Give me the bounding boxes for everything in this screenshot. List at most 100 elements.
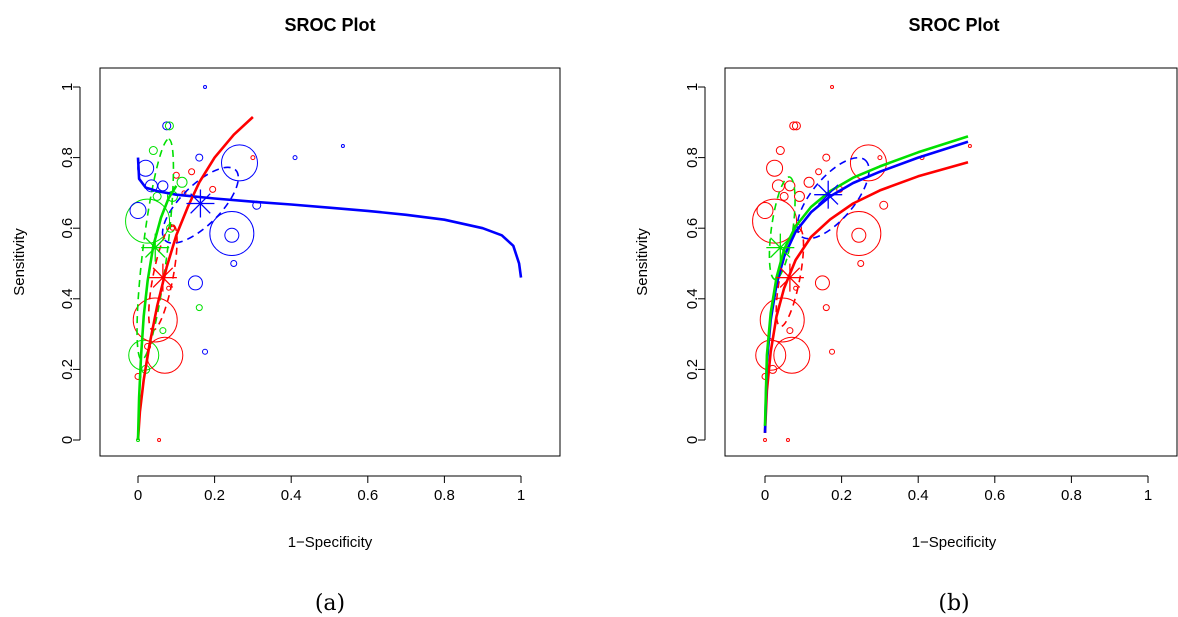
study-point: [159, 327, 167, 335]
summary-point: [766, 233, 795, 262]
panel-b-sroc-curves: [763, 135, 969, 433]
study-point: [129, 202, 147, 220]
study-point: [176, 176, 188, 188]
study-point: [230, 260, 238, 267]
study-point: [803, 176, 815, 188]
study-point: [169, 225, 175, 231]
study-point: [785, 438, 790, 442]
study-point: [967, 143, 972, 148]
study-point: [752, 198, 798, 244]
study-point: [292, 155, 298, 161]
study-point: [250, 155, 256, 161]
panel-a-y-axis-label: Sensitivity: [11, 228, 28, 296]
x-tick-label: 0.2: [204, 487, 225, 504]
study-point: [779, 191, 789, 201]
y-tick-label: 0.8: [59, 147, 76, 168]
summary-point: [814, 180, 843, 209]
panel-b-x-axis-label: 1−Specificity: [912, 534, 997, 551]
x-tick-label: 1: [517, 487, 525, 504]
study-point: [836, 210, 882, 256]
study-point: [209, 210, 255, 256]
study-point: [220, 144, 258, 182]
study-point: [148, 146, 158, 156]
panel-b-plot-box: [724, 67, 1178, 457]
y-tick-label: 0.2: [684, 359, 701, 380]
study-point: [157, 180, 169, 192]
panel-a-summary-points: [141, 189, 215, 292]
y-tick-label: 0.4: [684, 288, 701, 309]
study-point: [755, 339, 787, 371]
study-point: [157, 438, 162, 442]
x-tick-label: 0.4: [908, 487, 929, 504]
sroc-curve: [763, 140, 969, 433]
study-point: [775, 146, 785, 156]
panel-b-x-axis: 0 0.2 0.4 0.6 0.8 1: [761, 475, 1152, 504]
y-tick-label: 0.6: [684, 218, 701, 239]
study-point: [879, 200, 889, 210]
confidence-ellipse: [161, 166, 240, 244]
study-point: [784, 180, 796, 192]
x-tick-label: 1: [1144, 487, 1152, 504]
study-point: [132, 297, 178, 343]
x-tick-label: 0.4: [281, 487, 302, 504]
panel-b-y-axis: 0 0.2 0.4 0.6 0.8 1: [684, 83, 706, 444]
study-point: [195, 153, 204, 162]
study-point: [815, 168, 823, 176]
study-point: [340, 143, 345, 148]
study-point: [162, 121, 172, 131]
study-point: [829, 348, 836, 355]
study-point: [766, 159, 784, 177]
sroc-curve: [136, 157, 523, 278]
panel-a-study-points: [125, 85, 345, 442]
study-point: [851, 227, 867, 243]
x-tick-label: 0.2: [831, 487, 852, 504]
panel-a-sroc-curves: [136, 116, 523, 441]
y-tick-label: 0.8: [684, 147, 701, 168]
panel-b: SROC Plot 0 0.2 0.4 0.6 0.8 1 00.20.40.60.81 …: [634, 15, 1178, 616]
study-point: [814, 275, 830, 291]
panel-a-title: SROC Plot: [284, 15, 375, 35]
study-point: [763, 438, 767, 442]
study-point: [822, 304, 830, 312]
y-tick-label: 0: [684, 436, 701, 444]
y-tick-label: 0.2: [59, 359, 76, 380]
panel-a-plot-box: [99, 67, 561, 457]
panel-a-caption: (a): [315, 591, 345, 616]
study-point: [128, 339, 160, 371]
sroc-curve: [763, 160, 969, 433]
study-point: [202, 348, 209, 355]
x-tick-label: 0.6: [357, 487, 378, 504]
panel-b-y-axis-label: Sensitivity: [634, 228, 651, 296]
study-point: [224, 227, 240, 243]
study-point: [146, 336, 184, 374]
sroc-curve: [136, 116, 254, 441]
panel-a-y-axis: 0 0.2 0.4 0.6 0.8 1: [59, 83, 81, 444]
confidence-ellipse: [796, 156, 870, 240]
study-point: [773, 336, 811, 374]
study-point: [830, 85, 835, 89]
panel-b-caption: (b): [938, 591, 969, 616]
panel-a-x-axis-label: 1−Specificity: [288, 534, 373, 551]
sroc-curve: [763, 135, 969, 426]
y-tick-label: 1: [59, 83, 76, 91]
study-point: [786, 327, 794, 335]
study-point: [857, 260, 865, 267]
panel-a-confidence-ellipses: [136, 138, 240, 361]
study-point: [759, 297, 805, 343]
panel-a: SROC Plot 0 0.2 0.4 0.6 0.8 1 00.20.40.60.81 …: [11, 15, 561, 616]
y-tick-label: 0: [59, 436, 76, 444]
summary-point: [186, 189, 215, 218]
study-point: [877, 155, 883, 161]
x-tick-label: 0.8: [434, 487, 455, 504]
study-point: [209, 185, 217, 193]
study-point: [187, 275, 203, 291]
x-tick-label: 0: [134, 487, 142, 504]
panel-b-summary-points: [766, 180, 843, 292]
sroc-curve: [136, 185, 178, 441]
study-point: [791, 121, 801, 131]
x-tick-label: 0.8: [1061, 487, 1082, 504]
study-point: [756, 202, 774, 220]
study-point: [152, 191, 162, 201]
study-point: [793, 190, 805, 202]
